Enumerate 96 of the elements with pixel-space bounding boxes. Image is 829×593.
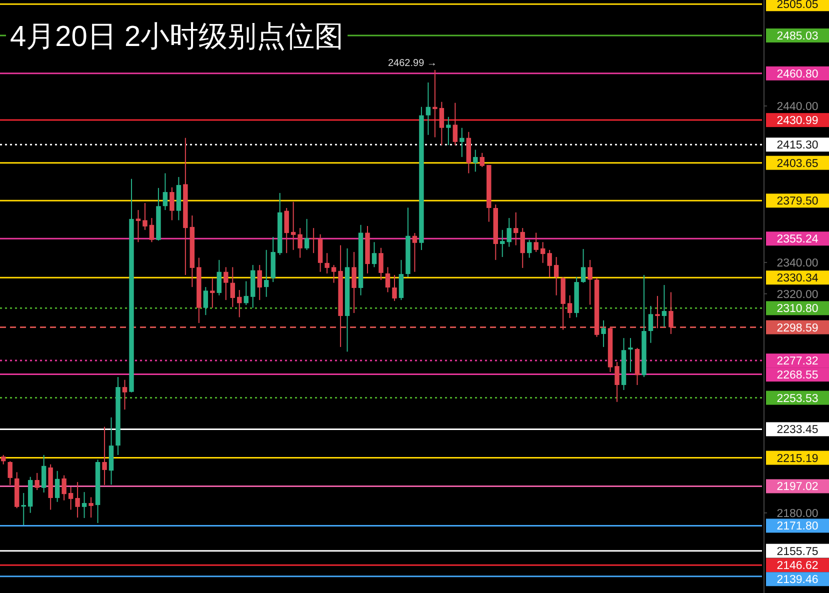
candlestick xyxy=(68,486,74,510)
candlestick xyxy=(264,249,269,298)
candlestick xyxy=(203,286,208,316)
ref-line-label: 2505.05 xyxy=(776,0,818,12)
candlestick xyxy=(331,264,336,284)
candlestick xyxy=(318,234,323,272)
candlestick xyxy=(284,207,289,254)
candlestick xyxy=(668,292,674,334)
candlestick xyxy=(62,474,66,501)
candlestick xyxy=(662,284,667,328)
candlestick xyxy=(547,249,552,278)
candlestick xyxy=(324,252,330,274)
ref-line-label: 2310.80 xyxy=(776,303,818,316)
candlestick xyxy=(21,492,26,526)
y-tick-label: 2320.00 xyxy=(776,288,818,301)
ref-line-label: 2146.62 xyxy=(776,560,818,572)
candlestick xyxy=(473,149,478,172)
candlestick xyxy=(257,264,262,301)
text: 4月20日 2小时级别点位图 xyxy=(10,21,344,53)
candlestick xyxy=(311,228,316,254)
candlestick xyxy=(54,470,60,502)
candlestick xyxy=(149,218,154,243)
candlestick xyxy=(514,212,518,246)
ref-line-label: 2233.45 xyxy=(776,424,818,436)
candlestick xyxy=(82,492,87,519)
candlestick xyxy=(540,242,546,264)
candlestick xyxy=(216,259,222,296)
candlestick xyxy=(102,426,107,486)
candlestick xyxy=(628,338,633,373)
ref-line-label: 2403.65 xyxy=(776,158,818,170)
candlestick xyxy=(162,172,168,211)
ref-line-label: 2171.80 xyxy=(776,520,818,533)
candlestick xyxy=(372,242,377,268)
candlestick xyxy=(142,202,148,230)
candlestick xyxy=(298,228,302,258)
ref-line-label: 2460.80 xyxy=(776,68,818,80)
ref-line-label: 2253.53 xyxy=(776,392,818,405)
candlestick xyxy=(290,201,296,250)
candlestick xyxy=(601,320,606,348)
ref-line-label: 2139.46 xyxy=(776,574,818,586)
candlestick xyxy=(230,266,236,308)
candlestick xyxy=(122,379,128,410)
candlestick xyxy=(88,496,94,518)
ref-line-label: 2155.75 xyxy=(776,546,818,558)
ref-line-label: 2197.02 xyxy=(776,481,818,494)
candlestick xyxy=(526,239,532,258)
ref-line-label: 2277.32 xyxy=(776,356,818,368)
candlestick xyxy=(378,247,384,280)
candlestick xyxy=(588,259,592,306)
candlestick xyxy=(432,69,438,138)
candlestick xyxy=(41,454,46,494)
candlestick xyxy=(500,229,505,258)
ref-line-label: 2298.59 xyxy=(776,322,818,334)
candlestick xyxy=(426,82,431,136)
ref-line-label: 2430.99 xyxy=(776,115,818,128)
candlestick xyxy=(614,362,620,402)
candlestick xyxy=(210,278,215,308)
candlestick xyxy=(34,472,40,491)
candlestick xyxy=(554,256,559,296)
candlestick xyxy=(237,290,242,318)
candlestick xyxy=(392,274,397,302)
candlestick xyxy=(534,232,538,252)
ref-line-label: 2485.03 xyxy=(776,30,818,42)
candlestick xyxy=(75,482,80,518)
candlestick xyxy=(398,259,404,301)
ref-line-label: 2330.34 xyxy=(776,272,819,285)
candlestick xyxy=(136,210,141,243)
candlestick xyxy=(352,251,356,314)
candlestick xyxy=(8,460,12,486)
candlestick xyxy=(170,186,174,221)
annotation: 2462.99 → xyxy=(388,58,437,69)
candlestick xyxy=(385,266,390,293)
candlestick xyxy=(439,101,444,146)
candlestick xyxy=(506,218,512,248)
candlestick xyxy=(460,127,464,158)
y-tick-label: 2440.00 xyxy=(776,100,818,113)
y-tick-label: 2180.00 xyxy=(776,508,818,520)
candlestick xyxy=(446,116,451,146)
candlestick xyxy=(580,248,586,284)
candlestick xyxy=(412,232,418,272)
candlestick xyxy=(224,266,228,301)
candlestick xyxy=(520,228,525,268)
ref-line-label: 2415.30 xyxy=(776,140,818,152)
candlestick xyxy=(304,218,310,250)
ref-line-label: 2355.24 xyxy=(776,234,819,246)
candlestick xyxy=(655,295,660,329)
candlestick xyxy=(1,454,6,465)
y-tick-label: 2340.00 xyxy=(776,257,818,270)
candlestick xyxy=(244,280,248,306)
ref-line-label: 2215.19 xyxy=(776,452,818,465)
candlestick xyxy=(648,305,654,344)
candlestick xyxy=(480,152,485,168)
ref-line-label: 2268.55 xyxy=(776,370,818,382)
ref-line-label: 2379.50 xyxy=(776,196,818,208)
candlestick xyxy=(452,102,458,146)
candlestick xyxy=(567,294,572,319)
